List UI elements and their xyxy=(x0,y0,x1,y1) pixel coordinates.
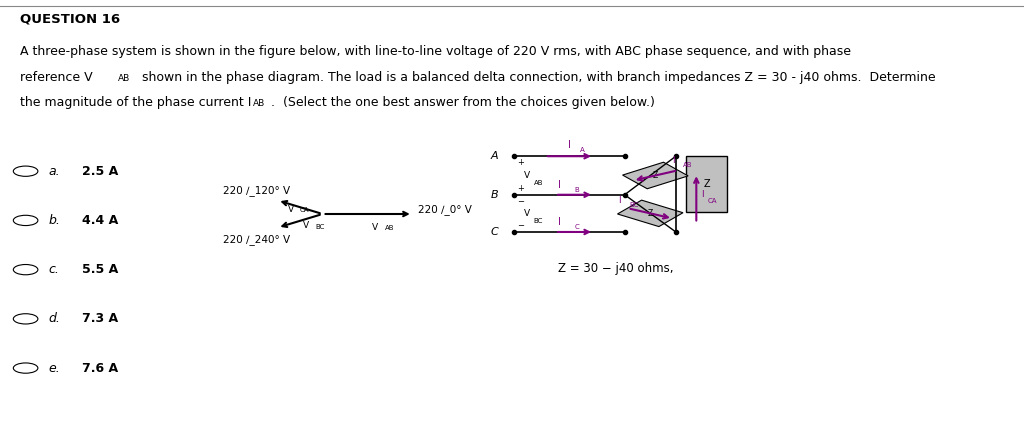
Text: CA: CA xyxy=(708,199,717,205)
Bar xyxy=(686,156,727,212)
Text: V: V xyxy=(524,171,530,180)
Text: I: I xyxy=(673,156,675,165)
Text: e.: e. xyxy=(48,362,59,374)
Text: I: I xyxy=(558,180,560,190)
Text: 5.5 A: 5.5 A xyxy=(82,263,118,276)
Text: C: C xyxy=(490,227,499,237)
Text: +: + xyxy=(517,158,524,167)
Text: −: − xyxy=(517,197,524,206)
Text: A: A xyxy=(492,151,499,161)
Text: reference V: reference V xyxy=(20,71,93,83)
Text: I: I xyxy=(568,140,570,150)
Text: 4.4 A: 4.4 A xyxy=(82,214,118,227)
Text: 7.3 A: 7.3 A xyxy=(82,312,118,325)
Text: BC: BC xyxy=(315,224,325,230)
Text: I: I xyxy=(558,217,560,227)
Text: B: B xyxy=(574,187,580,193)
Text: a.: a. xyxy=(48,165,59,178)
Text: c.: c. xyxy=(48,263,59,276)
Bar xyxy=(623,162,688,189)
Text: Z = 30 − j40 ohms,: Z = 30 − j40 ohms, xyxy=(558,262,673,275)
Text: d.: d. xyxy=(48,312,60,325)
Bar xyxy=(617,200,683,226)
Text: A: A xyxy=(580,147,585,153)
Text: V: V xyxy=(524,209,530,218)
Text: 7.6 A: 7.6 A xyxy=(82,362,118,374)
Text: A three-phase system is shown in the figure below, with line-to-line voltage of : A three-phase system is shown in the fig… xyxy=(20,45,852,58)
Text: −: − xyxy=(517,221,524,230)
Text: V: V xyxy=(372,223,378,232)
Text: AB: AB xyxy=(385,225,394,231)
Text: B: B xyxy=(492,190,499,200)
Text: CA: CA xyxy=(300,207,309,213)
Text: I: I xyxy=(701,190,705,199)
Text: AB: AB xyxy=(118,74,130,83)
Text: 2.5 A: 2.5 A xyxy=(82,165,118,178)
Text: .  (Select the one best answer from the choices given below.): . (Select the one best answer from the c… xyxy=(271,96,655,109)
Text: I: I xyxy=(618,196,621,205)
Text: the magnitude of the phase current I: the magnitude of the phase current I xyxy=(20,96,252,109)
Text: C: C xyxy=(574,224,580,230)
Text: Z: Z xyxy=(647,209,653,218)
Text: V: V xyxy=(288,205,294,214)
Text: 220 ∕_240° V: 220 ∕_240° V xyxy=(223,234,291,245)
Text: 220 ∕_120° V: 220 ∕_120° V xyxy=(223,185,291,196)
Text: Z: Z xyxy=(703,179,710,189)
Text: AB: AB xyxy=(253,99,265,108)
Text: Z: Z xyxy=(652,171,658,180)
Text: AB: AB xyxy=(534,180,543,186)
Text: V: V xyxy=(303,221,309,230)
Text: +: + xyxy=(517,184,524,193)
Text: shown in the phase diagram. The load is a balanced delta connection, with branch: shown in the phase diagram. The load is … xyxy=(138,71,936,83)
Text: b.: b. xyxy=(48,214,60,227)
Text: 220 ∕_0° V: 220 ∕_0° V xyxy=(418,204,472,215)
Text: BC: BC xyxy=(534,217,543,224)
Text: AB: AB xyxy=(683,162,692,168)
Text: QUESTION 16: QUESTION 16 xyxy=(20,13,121,26)
Text: BC: BC xyxy=(630,202,639,208)
